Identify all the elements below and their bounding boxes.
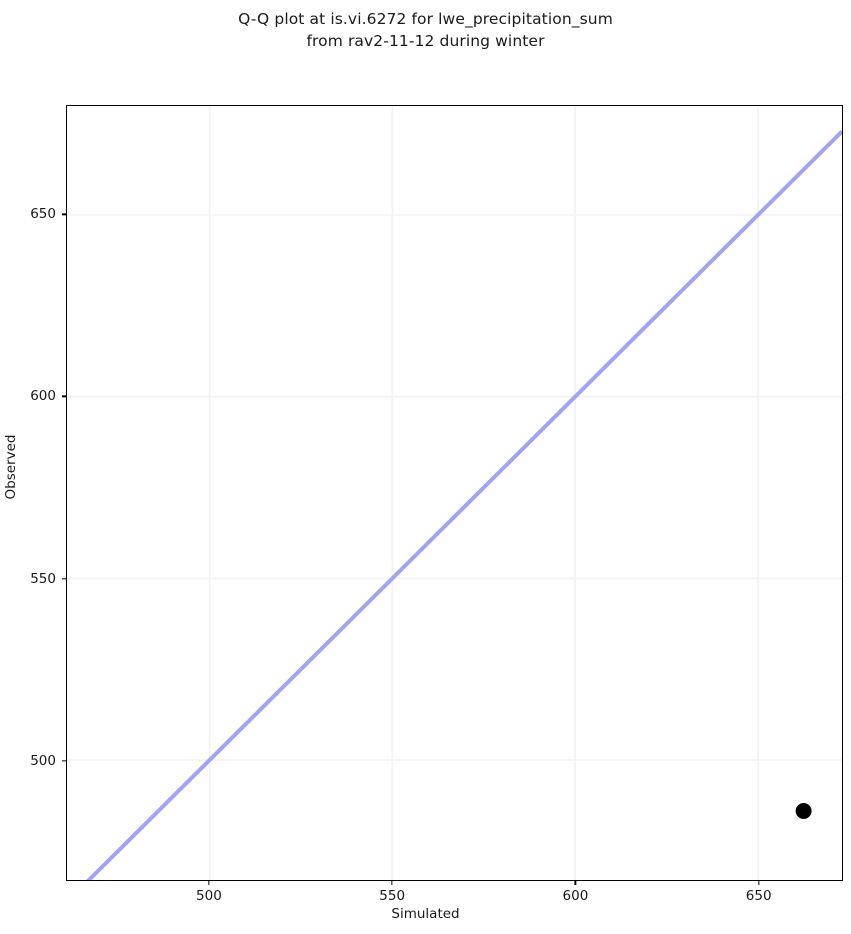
x-tick-label: 500 — [196, 888, 222, 904]
data-point — [795, 802, 812, 819]
identity-line — [86, 130, 842, 880]
gridlines-group — [67, 106, 842, 880]
x-tick-mark — [391, 881, 393, 885]
y-tick-label: 550 — [30, 570, 56, 587]
x-tick-label: 650 — [745, 888, 772, 904]
x-tick-mark — [758, 881, 760, 885]
x-tick-label: 600 — [562, 888, 589, 904]
plot-area[interactable] — [66, 105, 843, 881]
data-points-group — [795, 802, 812, 819]
y-tick-mark — [62, 213, 66, 215]
y-tick-mark — [62, 760, 66, 762]
y-tick-label: 600 — [30, 388, 56, 405]
page-title: Q-Q plot at is.vi.6272 for lwe_precipita… — [238, 10, 613, 50]
identity-reference-line — [86, 130, 842, 880]
x-tick-label: 550 — [379, 888, 406, 904]
plot-canvas — [67, 106, 842, 880]
x-axis-label: Simulated — [391, 906, 460, 922]
y-tick-mark — [62, 395, 66, 398]
x-tick-mark — [208, 881, 210, 885]
x-tick-mark — [574, 881, 577, 885]
y-axis-label: Observed — [3, 434, 19, 500]
y-tick-label: 500 — [30, 752, 56, 769]
y-tick-label: 650 — [30, 206, 56, 223]
y-tick-mark — [62, 577, 66, 580]
